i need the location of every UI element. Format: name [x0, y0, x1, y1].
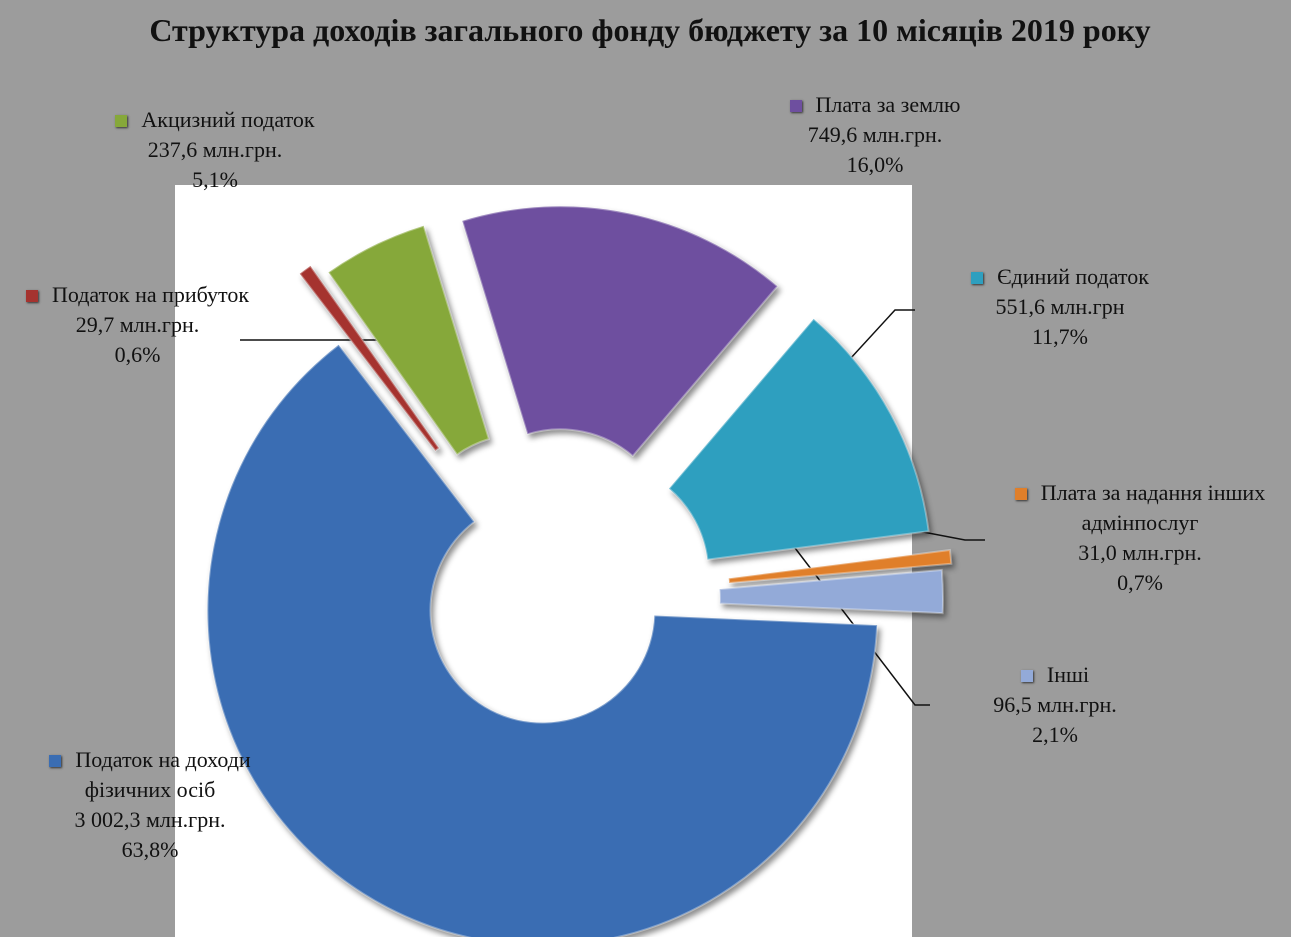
legend-swatch — [1014, 488, 1027, 500]
data-label: Податок на доходи фізичних осіб 3 002,3 м… — [10, 745, 290, 865]
data-label: Плата за надання інших адмінпослуг 31,0 м… — [990, 478, 1290, 598]
category-label: Плата за землю — [815, 92, 961, 117]
percent-label: 0,7% — [1117, 570, 1163, 595]
data-label: Акцизний податок 237,6 млн.грн. 5,1% — [70, 105, 360, 195]
data-label: Інші 96,5 млн.грн. 2,1% — [940, 660, 1170, 750]
slice — [718, 568, 944, 615]
label-name-line: Інші — [940, 660, 1170, 690]
chart-title: Структура доходів загального фонду бюдже… — [149, 12, 1151, 48]
category-label: Єдиний податок — [997, 264, 1149, 289]
value-label: 237,6 млн.грн. — [147, 137, 283, 162]
percent-label: 0,6% — [114, 342, 161, 367]
legend-swatch — [49, 755, 62, 767]
label-name-line: Єдиний податок — [925, 262, 1195, 292]
legend-swatch — [971, 272, 984, 284]
category-label: Інші — [1046, 662, 1090, 687]
slice — [667, 317, 930, 561]
percent-label: 16,0% — [846, 152, 904, 177]
slice — [298, 264, 441, 453]
data-label: Податок на прибуток 29,7 млн.грн. 0,6% — [25, 280, 250, 370]
slice — [727, 548, 953, 585]
slice — [460, 205, 779, 458]
legend-swatch — [1020, 670, 1033, 682]
category-label: Податок на доходи фізичних осіб — [75, 747, 251, 802]
value-label: 3 002,3 млн.грн. — [74, 807, 226, 832]
label-name-line: Плата за надання інших адмінпослуг — [990, 478, 1290, 538]
category-label: Податок на прибуток — [51, 282, 250, 307]
value-label: 749,6 млн.грн. — [807, 122, 943, 147]
legend-swatch — [789, 100, 802, 112]
value-label: 31,0 млн.грн. — [1078, 540, 1202, 565]
value-label: 29,7 млн.грн. — [75, 312, 200, 337]
slice — [206, 343, 879, 937]
category-label: Плата за надання інших адмінпослуг — [1040, 480, 1266, 535]
category-label: Акцизний податок — [141, 107, 315, 132]
value-label: 551,6 млн.грн — [995, 294, 1125, 319]
label-name-line: Акцизний податок — [70, 105, 360, 135]
slice — [327, 224, 491, 456]
percent-label: 5,1% — [192, 167, 238, 192]
legend-swatch — [115, 115, 128, 127]
value-label: 96,5 млн.грн. — [993, 692, 1117, 717]
percent-label: 63,8% — [121, 837, 179, 862]
legend-swatch — [25, 290, 38, 302]
data-label: Єдиний податок 551,6 млн.грн 11,7% — [925, 262, 1195, 352]
label-name-line: Податок на доходи фізичних осіб — [10, 745, 290, 805]
data-label: Плата за землю 749,6 млн.грн. 16,0% — [760, 90, 990, 180]
label-name-line: Плата за землю — [760, 90, 990, 120]
percent-label: 11,7% — [1031, 324, 1088, 349]
percent-label: 2,1% — [1032, 722, 1078, 747]
label-name-line: Податок на прибуток — [25, 280, 250, 310]
